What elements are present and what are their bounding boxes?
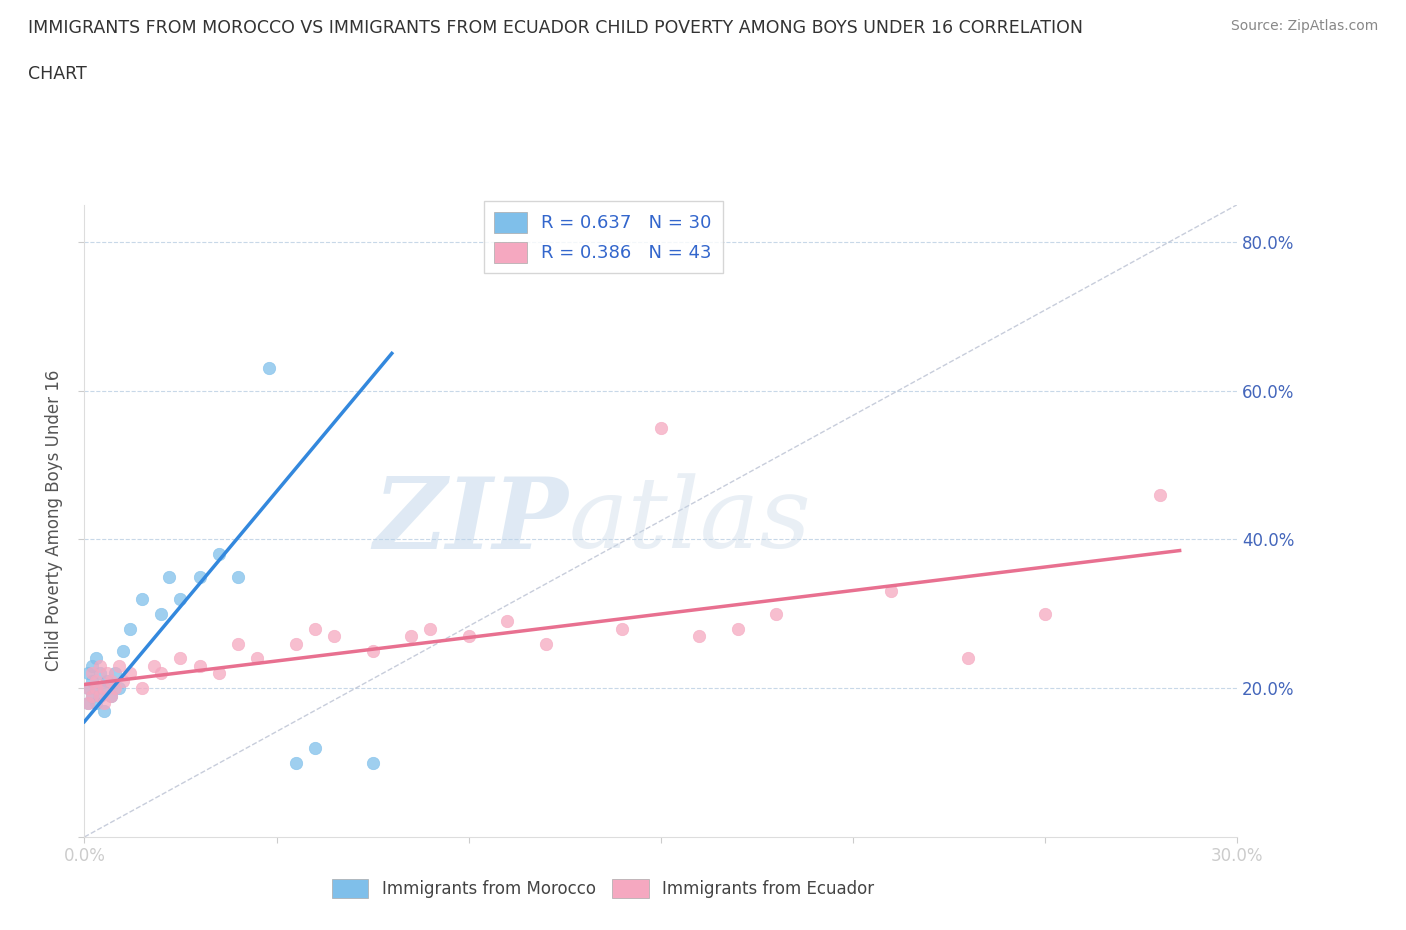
Point [120, 666, 142, 681]
Point [727, 621, 749, 636]
Point [80, 658, 103, 673]
Point [77, 696, 100, 711]
Point [304, 621, 326, 636]
Point [77, 696, 100, 711]
Point [96, 673, 118, 688]
Point [96, 666, 118, 681]
Point [89, 688, 111, 703]
Point [104, 666, 127, 681]
Point [534, 636, 557, 651]
Point [89, 688, 111, 703]
Point [131, 681, 153, 696]
Legend: Immigrants from Morocco, Immigrants from Ecuador: Immigrants from Morocco, Immigrants from… [325, 872, 882, 905]
Text: IMMIGRANTS FROM MOROCCO VS IMMIGRANTS FROM ECUADOR CHILD POVERTY AMONG BOYS UNDE: IMMIGRANTS FROM MOROCCO VS IMMIGRANTS FR… [28, 19, 1083, 36]
Point [284, 636, 307, 651]
Point [100, 673, 122, 688]
Point [84, 651, 107, 666]
Point [84, 696, 107, 711]
Point [131, 591, 153, 606]
Point [93, 696, 115, 711]
Point [226, 636, 249, 651]
Point [93, 681, 115, 696]
Point [226, 569, 249, 584]
Point [612, 621, 634, 636]
Point [89, 658, 111, 673]
Point [169, 591, 191, 606]
Point [1149, 487, 1171, 502]
Point [457, 629, 479, 644]
Point [208, 666, 231, 681]
Point [650, 420, 672, 435]
Point [111, 644, 134, 658]
Point [169, 651, 191, 666]
Point [80, 688, 103, 703]
Point [77, 681, 100, 696]
Point [80, 673, 103, 688]
Point [150, 606, 173, 621]
Point [80, 688, 103, 703]
Point [84, 681, 107, 696]
Point [399, 629, 422, 644]
Point [323, 629, 346, 644]
Point [84, 681, 107, 696]
Point [957, 651, 980, 666]
Point [104, 681, 127, 696]
Point [157, 569, 180, 584]
Point [284, 755, 307, 770]
Point [89, 666, 111, 681]
Point [100, 688, 122, 703]
Point [496, 614, 519, 629]
Point [77, 666, 100, 681]
Point [304, 740, 326, 755]
Point [80, 666, 103, 681]
Point [257, 361, 280, 376]
Point [84, 673, 107, 688]
Point [100, 688, 122, 703]
Point [188, 658, 211, 673]
Text: CHART: CHART [28, 65, 87, 83]
Point [208, 547, 231, 562]
Point [77, 681, 100, 696]
Point [93, 703, 115, 718]
Point [188, 569, 211, 584]
Y-axis label: Child Poverty Among Boys Under 16: Child Poverty Among Boys Under 16 [45, 370, 63, 671]
Text: atlas: atlas [568, 473, 811, 568]
Point [246, 651, 269, 666]
Point [765, 606, 787, 621]
Point [880, 584, 903, 599]
Point [419, 621, 441, 636]
Text: Source: ZipAtlas.com: Source: ZipAtlas.com [1230, 19, 1378, 33]
Point [93, 681, 115, 696]
Point [1033, 606, 1056, 621]
Point [688, 629, 710, 644]
Point [120, 621, 142, 636]
Point [361, 644, 384, 658]
Point [108, 658, 131, 673]
Point [111, 673, 134, 688]
Text: ZIP: ZIP [374, 472, 568, 569]
Point [150, 666, 173, 681]
Point [108, 681, 131, 696]
Point [142, 658, 165, 673]
Point [361, 755, 384, 770]
